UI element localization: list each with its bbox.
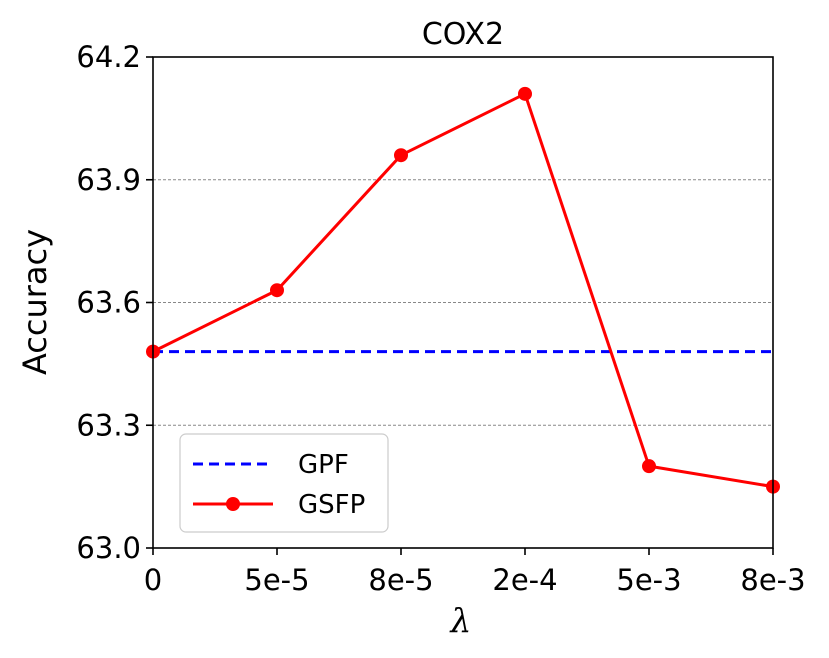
legend-label-gsfp: GSFP	[298, 490, 365, 520]
data-point-gsfp	[270, 283, 284, 298]
x-tick-label: 2e-4	[492, 563, 557, 597]
chart-title: COX2	[422, 17, 504, 52]
legend-marker-gsfp	[226, 497, 240, 511]
y-tick-label: 63.0	[76, 531, 141, 565]
data-point-gsfp	[642, 459, 656, 474]
legend-label-gpf: GPF	[298, 450, 349, 480]
gridlines	[153, 179, 773, 426]
x-tick-label: 5e-5	[244, 563, 309, 597]
y-axis-ticks: 63.0 63.3 63.6 63.9 64.2	[76, 40, 153, 565]
x-tick-label: 8e-3	[740, 563, 805, 597]
y-tick-label: 63.9	[76, 163, 141, 197]
x-tick-label: 8e-5	[368, 563, 433, 597]
data-point-gsfp	[394, 148, 408, 163]
x-tick-label: 5e-3	[616, 563, 681, 597]
x-axis-label: λ	[449, 601, 472, 640]
y-tick-label: 64.2	[76, 40, 141, 74]
y-axis-label: Accuracy	[16, 229, 54, 375]
data-point-gsfp	[518, 86, 532, 101]
x-axis-ticks: 0 5e-5 8e-5 2e-4 5e-3 8e-3	[144, 548, 806, 597]
legend: GPF GSFP	[179, 433, 389, 533]
y-tick-label: 63.3	[76, 408, 141, 442]
y-tick-label: 63.6	[76, 286, 141, 320]
series-layer	[146, 86, 780, 494]
x-tick-label: 0	[144, 563, 162, 597]
series-line-gsfp	[152, 91, 774, 489]
